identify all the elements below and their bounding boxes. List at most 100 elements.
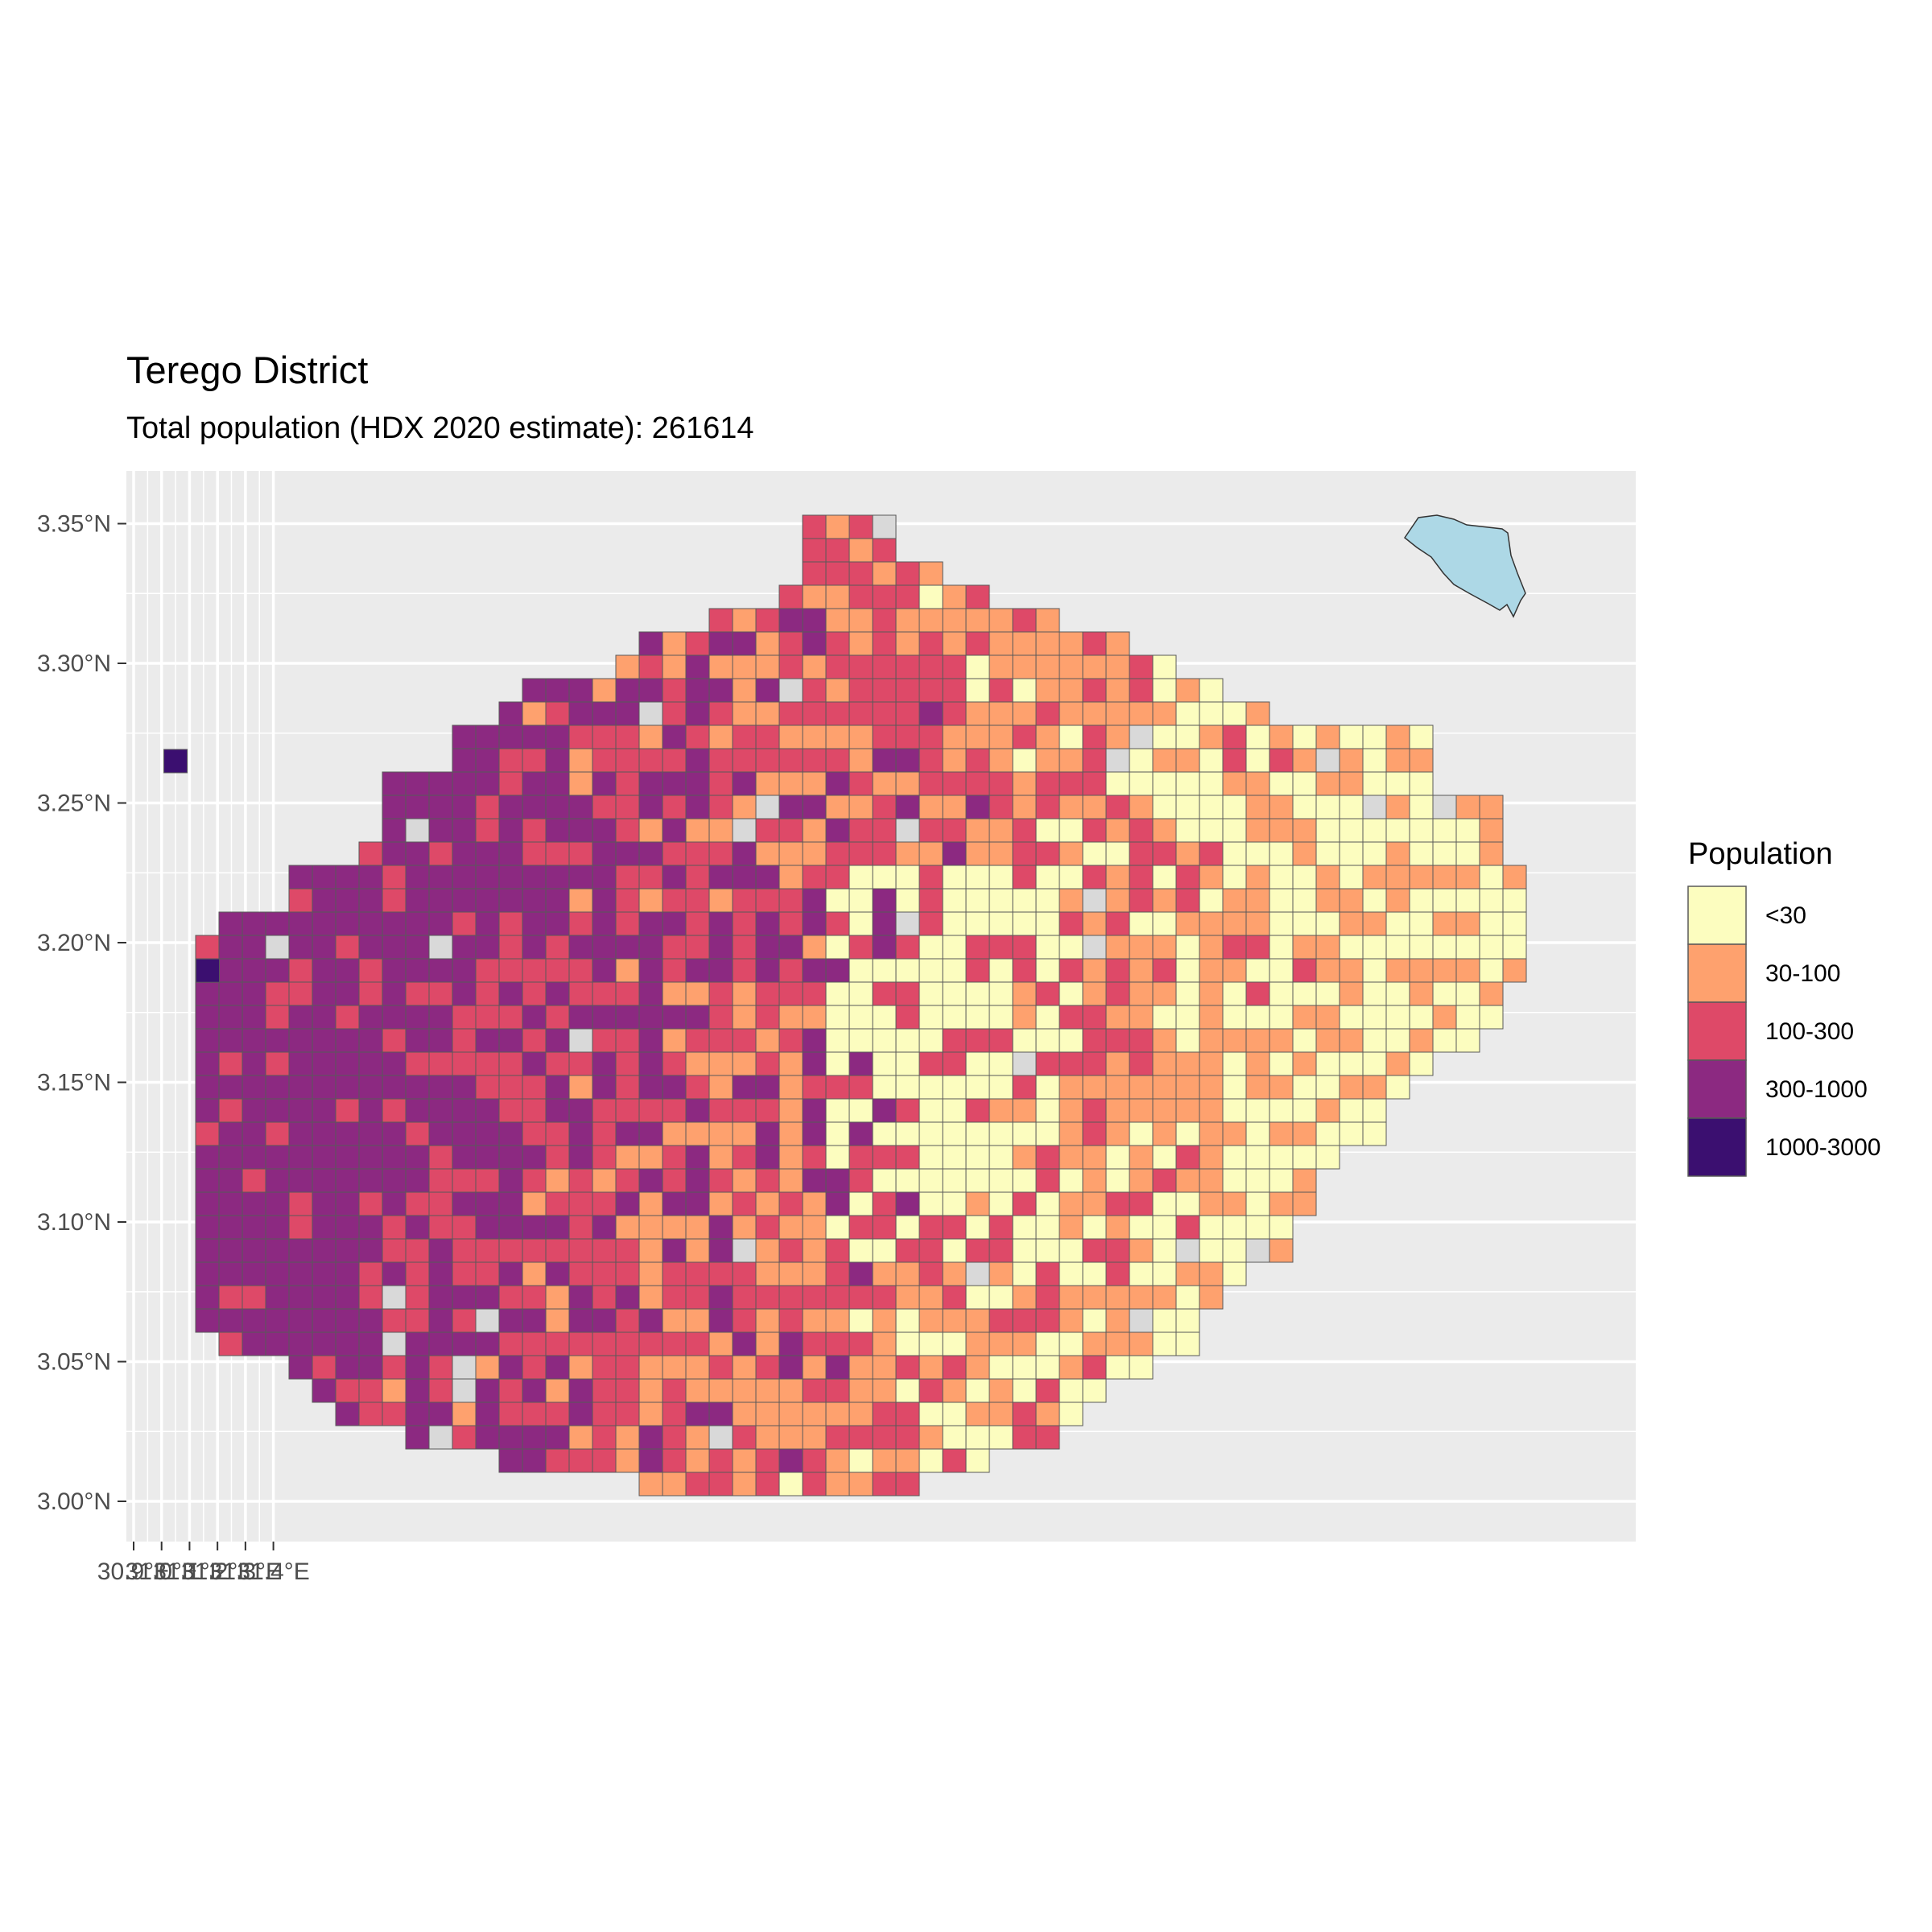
- population-cell: [335, 1121, 360, 1146]
- population-cell: [1175, 1121, 1200, 1146]
- population-cell: [825, 1331, 850, 1356]
- population-cell: [872, 631, 897, 656]
- population-cell: [778, 1402, 803, 1426]
- population-cell: [195, 1051, 220, 1076]
- population-cell: [1409, 841, 1434, 866]
- population-cell: [1245, 1051, 1270, 1076]
- population-cell: [1152, 1145, 1177, 1170]
- population-cell: [802, 981, 827, 1006]
- population-cell: [1175, 701, 1200, 726]
- population-cell: [989, 1425, 1013, 1450]
- population-cell: [965, 1331, 990, 1356]
- population-cell: [1245, 1028, 1270, 1053]
- population-cell: [1082, 888, 1107, 913]
- population-cell: [498, 841, 523, 866]
- population-cell: [475, 1331, 500, 1356]
- population-cell: [1129, 911, 1154, 936]
- population-cell: [1245, 865, 1270, 890]
- population-cell: [1129, 1355, 1154, 1380]
- population-cell: [405, 818, 430, 843]
- population-cell: [1245, 911, 1270, 936]
- population-cell: [1059, 981, 1084, 1006]
- population-cell: [825, 654, 850, 679]
- population-cell: [1175, 818, 1200, 843]
- population-cell: [662, 1425, 687, 1450]
- population-cell: [895, 888, 920, 913]
- population-cell: [1059, 771, 1084, 796]
- population-cell: [405, 841, 430, 866]
- population-cell: [545, 1215, 570, 1240]
- population-cell: [755, 888, 780, 913]
- population-cell: [1129, 865, 1154, 890]
- population-cell: [382, 958, 407, 983]
- population-cell: [942, 678, 967, 703]
- population-cell: [989, 678, 1013, 703]
- population-cell: [312, 911, 336, 936]
- population-cell: [942, 1145, 967, 1170]
- population-cell: [989, 1191, 1013, 1216]
- population-cell: [498, 1331, 523, 1356]
- population-cell: [568, 1098, 593, 1123]
- population-cell: [358, 935, 383, 960]
- population-cell: [568, 958, 593, 983]
- population-cell: [755, 1402, 780, 1426]
- population-cell: [708, 1238, 733, 1263]
- population-cell: [1105, 678, 1130, 703]
- population-cell: [732, 1238, 757, 1263]
- population-cell: [1059, 958, 1084, 983]
- population-cell: [1035, 1261, 1060, 1286]
- population-cell: [522, 981, 547, 1006]
- population-cell: [802, 911, 827, 936]
- population-cell: [662, 1331, 687, 1356]
- population-cell: [919, 584, 943, 609]
- population-cell: [965, 1402, 990, 1426]
- population-cell: [662, 631, 687, 656]
- population-cell: [498, 981, 523, 1006]
- population-cell: [452, 1425, 477, 1450]
- population-cell: [942, 1238, 967, 1263]
- population-cell: [1082, 1331, 1107, 1356]
- population-cell: [1385, 981, 1410, 1006]
- population-cell: [335, 1355, 360, 1380]
- population-cell: [848, 1028, 873, 1053]
- population-cell: [778, 1331, 803, 1356]
- population-cell: [1199, 888, 1224, 913]
- population-cell: [312, 1191, 336, 1216]
- population-cell: [895, 1028, 920, 1053]
- population-cell: [1012, 1355, 1037, 1380]
- population-cell: [685, 1448, 710, 1473]
- population-cell: [1199, 911, 1224, 936]
- population-cell: [732, 1425, 757, 1450]
- population-cell: [662, 935, 687, 960]
- population-cell: [1035, 1121, 1060, 1146]
- population-cell: [312, 981, 336, 1006]
- population-cell: [942, 1191, 967, 1216]
- population-cell: [1059, 1168, 1084, 1193]
- population-cell: [638, 724, 663, 749]
- population-cell: [708, 795, 733, 819]
- population-cell: [848, 1448, 873, 1473]
- population-cell: [778, 678, 803, 703]
- population-cell: [568, 1051, 593, 1076]
- population-cell: [872, 958, 897, 983]
- population-cell: [1245, 1215, 1270, 1240]
- y-tick-label: 3.25°N: [37, 791, 111, 817]
- population-cell: [872, 514, 897, 539]
- population-cell: [895, 1355, 920, 1380]
- population-cell: [1059, 701, 1084, 726]
- population-cell: [638, 771, 663, 796]
- population-cell: [288, 935, 313, 960]
- population-cell: [615, 1191, 640, 1216]
- population-cell: [1175, 981, 1200, 1006]
- population-cell: [755, 1005, 780, 1030]
- population-cell: [825, 981, 850, 1006]
- population-cell: [265, 1261, 290, 1286]
- population-cell: [1245, 1005, 1270, 1030]
- population-cell: [755, 1168, 780, 1193]
- population-cell: [1269, 865, 1294, 890]
- population-cell: [662, 1098, 687, 1123]
- population-cell: [1175, 678, 1200, 703]
- population-cell: [708, 1028, 733, 1053]
- population-cell: [498, 1005, 523, 1030]
- population-cell: [1315, 818, 1340, 843]
